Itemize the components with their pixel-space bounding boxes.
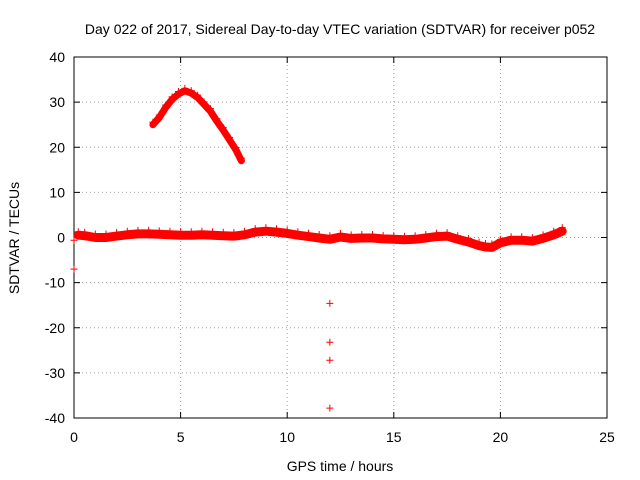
series-main-band-point [558,224,566,232]
series-main-band-point [209,228,217,236]
series-main-band-point [454,232,462,240]
series-main-band-point [358,230,366,238]
series-arc-point [162,101,170,109]
series-main-band-point [166,227,174,235]
x-tick-label: 15 [386,429,402,445]
series-main-band-point [443,229,451,237]
series-arc-point [232,143,240,151]
series-main-band-point [379,231,387,239]
outlier-point [70,236,78,244]
series-arc-point [181,84,189,92]
series-main-band-point [91,230,99,238]
chart-title: Day 022 of 2017, Sidereal Day-to-day VTE… [85,21,595,37]
outlier-point [326,338,334,346]
y-tick-labels: -40 -30 -20 -10 0 10 20 30 40 [45,49,65,426]
series-arc-point [219,124,227,132]
y-tick-label: 40 [49,49,65,65]
series-main-band-point [102,230,110,238]
series-arc-point [237,154,245,162]
series-main-band-point [539,231,547,239]
series-main-band-point [400,232,408,240]
y-axis-label: SDTVAR / TECUs [6,182,22,294]
outlier-point [70,265,78,273]
y-tick-label: 0 [57,230,65,246]
series-arc-point [187,87,195,95]
series-arc-point [194,91,202,99]
x-tick-label: 10 [279,429,295,445]
outlier-point [326,299,334,307]
series-arc-point [206,105,214,113]
y-tick-label: -20 [45,320,65,336]
series-main-band-point [241,227,249,235]
series-main-band-point [198,227,206,235]
series-main-band-point [134,226,142,234]
outlier-point [326,356,334,364]
series-main-band [73,226,567,252]
series-main-band-point [273,225,281,233]
series-arc-point [226,134,234,142]
series-arc-point [168,93,176,101]
series-main-band-point [219,228,227,236]
series-main-band-point [262,224,270,232]
series-main-band-point [528,234,536,242]
x-tick-label: 5 [177,429,185,445]
series-main-band-point [475,238,483,246]
series-main-band-point [145,226,153,234]
series-main-band-point [368,230,376,238]
y-tick-label: 30 [49,94,65,110]
series-main-band-point [294,228,302,236]
series-main-band-point [155,227,163,235]
series-main-band-point [507,233,515,241]
series-main-band-point [488,240,496,248]
outlier-point [326,404,334,412]
series-main-band-point [464,235,472,243]
x-tick-label: 25 [599,429,615,445]
series-arc-point [200,98,208,106]
series-main-band-point [432,229,440,237]
series-main-band-point [187,228,195,236]
series-main-band-point [337,230,344,238]
series-main-band-point [326,232,334,240]
series-main-band-point [113,229,121,237]
series-main-band-point [315,230,323,238]
y-tick-label: 10 [49,184,65,200]
series-main-band-point [481,239,489,247]
series-main-band-point [74,228,82,236]
x-tick-labels: 0 5 10 15 20 25 [70,429,615,445]
x-axis-label: GPS time / hours [287,458,394,474]
series-main-band-point [123,227,131,235]
series-main-band-point [496,235,504,243]
series-arc-point [149,118,157,126]
series-arc-point [213,115,221,123]
series-arc-point [155,111,163,119]
y-tick-label: -10 [45,275,65,291]
series-arc-point [174,88,182,96]
series-main-band-point [81,228,89,236]
series-main-band-point [230,229,238,237]
y-tick-label: -30 [45,365,65,381]
series-main-band-point [347,231,355,239]
x-tick-label: 0 [70,429,78,445]
series-main-band-point [550,227,558,235]
series-main-band-point [411,232,419,240]
data-points [70,84,567,412]
series-main-band-point [390,232,398,240]
x-tick-label: 20 [493,429,509,445]
y-tick-label: 20 [49,139,65,155]
series-main-band-point [518,233,526,241]
series-main-band-point [177,228,185,236]
series-main-band-point [305,229,313,237]
series-main-band-point [283,226,291,234]
series-main-band-point [422,230,430,238]
y-tick-label: -40 [45,410,65,426]
series-main-band-point [251,225,259,233]
